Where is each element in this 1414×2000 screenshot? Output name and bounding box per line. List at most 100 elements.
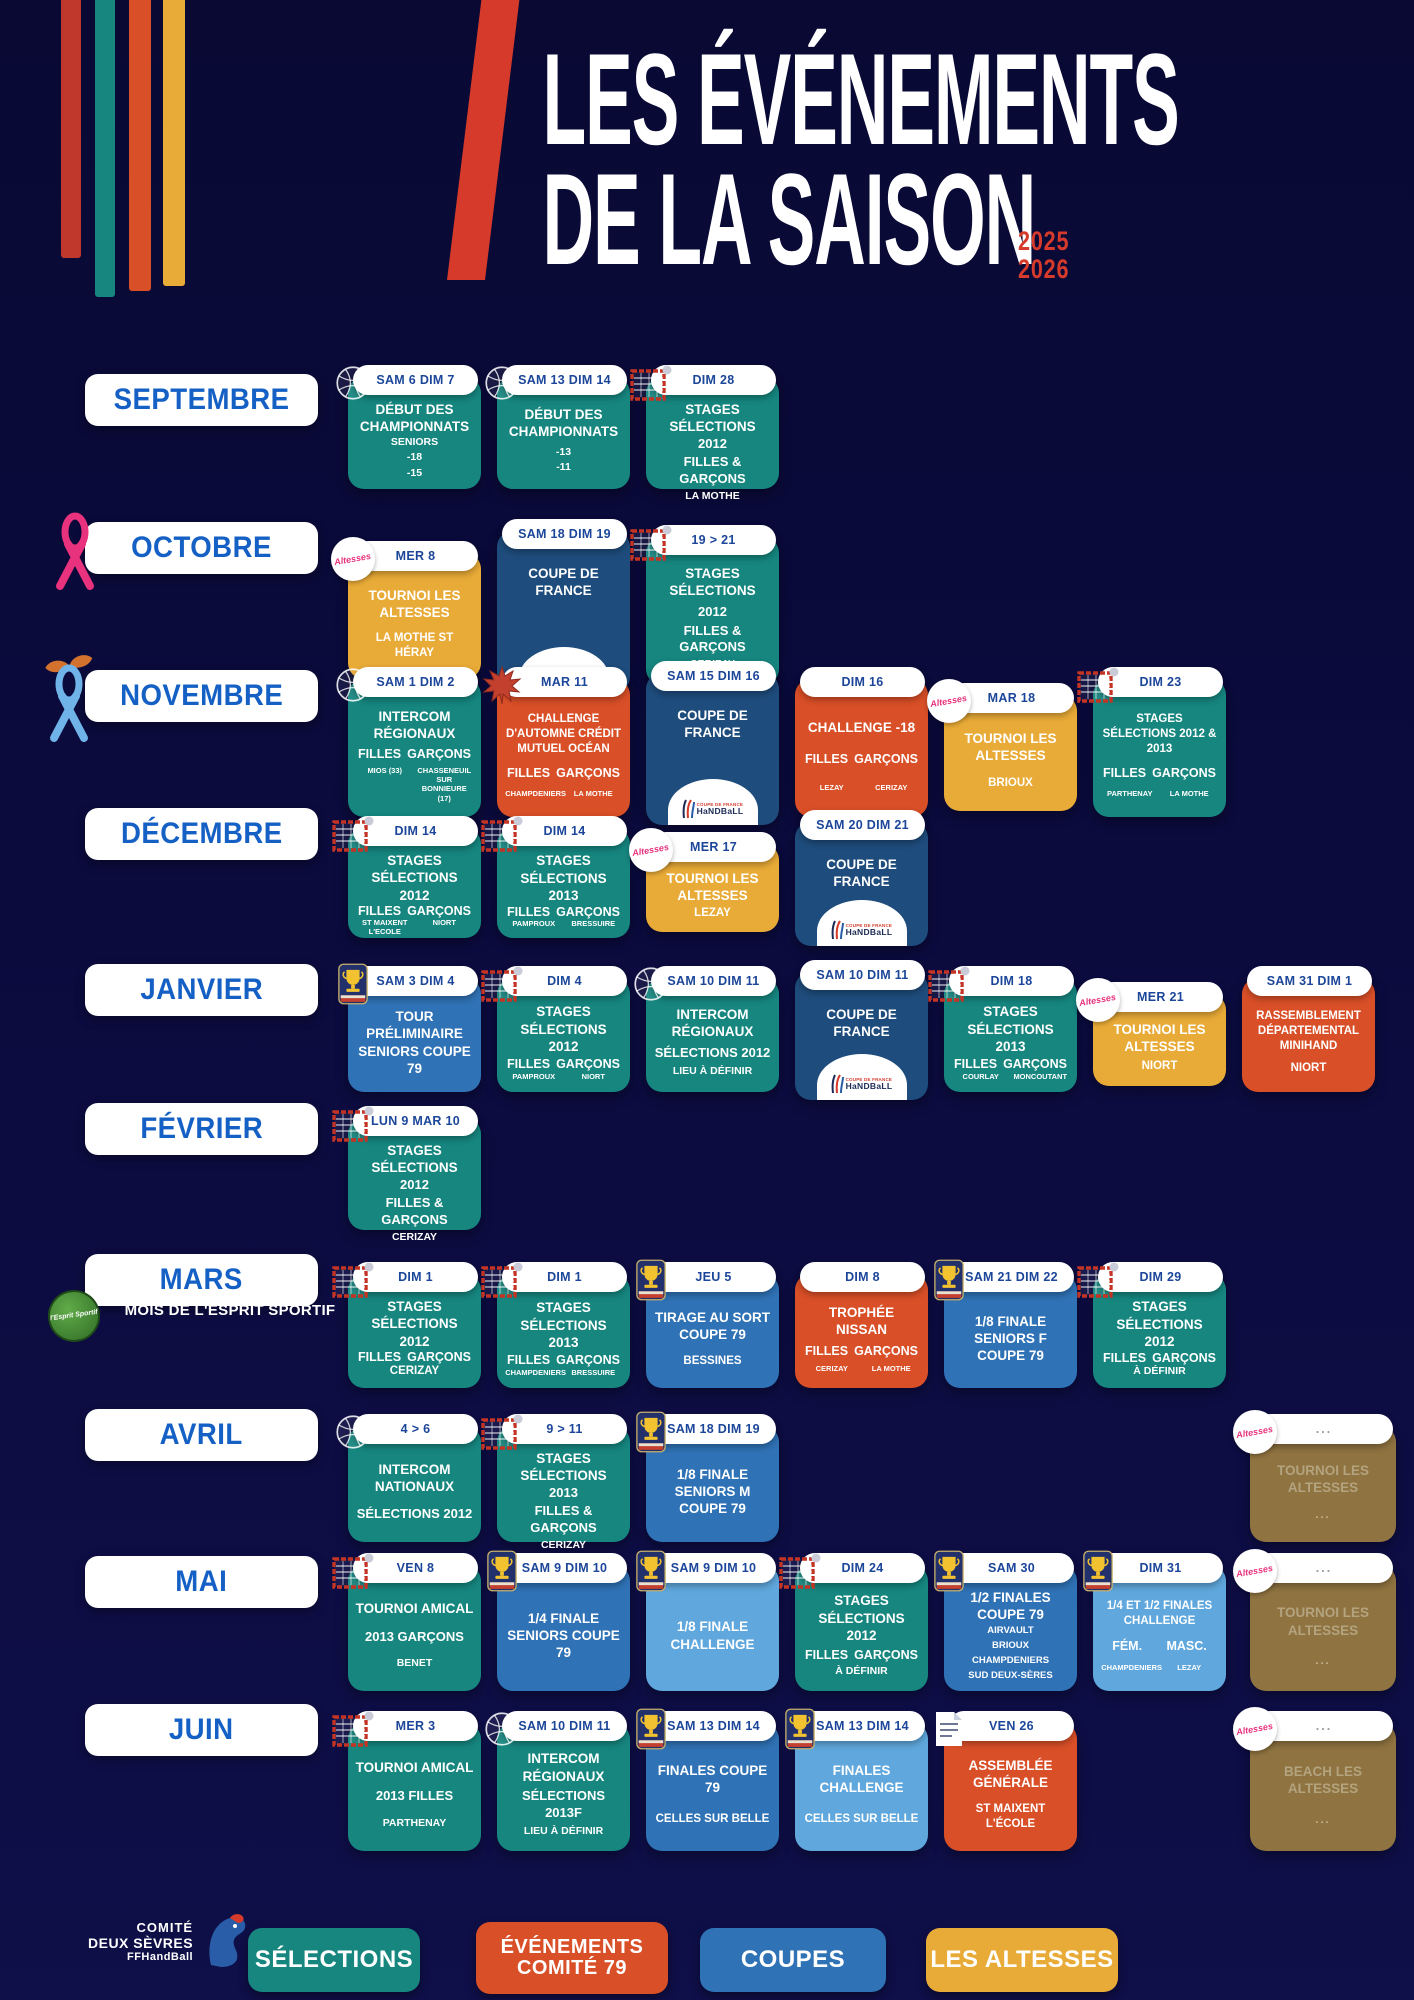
card-line-title: STAGES SÉLECTIONS 2013 [520, 1300, 607, 1350]
pair-left: PAMPROUX [512, 1072, 556, 1082]
goal-icon [629, 361, 673, 405]
event-card: TIRAGE AU SORT COUPE 79 BESSINES JEU 5 [636, 1259, 779, 1388]
card-line-pairtiny: PAMPROUX NIORT [504, 1072, 623, 1081]
event-card-body: CHALLENGE D'AUTOMNE CRÉDIT MUTUEL OCÉAN F… [497, 679, 630, 817]
card-line-small: -15 [406, 466, 423, 479]
pair-left: CHAMPDENIERS [505, 1368, 567, 1378]
event-date-pill: MER 3 [353, 1711, 478, 1741]
month-label-octobre: OCTOBRE [85, 522, 318, 574]
month-label-text: NOVEMBRE [119, 679, 284, 712]
event-card: STAGES SÉLECTIONS 2013 FILLES GARÇONS PAMPR… [481, 816, 630, 938]
card-line-big: 2013 GARÇONS [365, 1628, 464, 1644]
event-date-pill: DIM 23 [1098, 667, 1223, 697]
pair-left: CHAMPDENIERS [505, 789, 567, 799]
card-line-pair: FILLES GARÇONS [1100, 766, 1219, 780]
org-line-3: FFHandBall [126, 1951, 194, 1964]
event-card: DÉBUT DES CHAMPIONNATS SENIORS -18 -15 SAM 6… [336, 365, 481, 489]
card-line-smallb: BRIOUX [988, 776, 1033, 789]
event-card-body: INTERCOM RÉGIONAUX FILLES GARÇONS MIOS (33)… [348, 679, 481, 817]
month-label-novembre: NOVEMBRE [85, 670, 318, 722]
event-date-pill: ... [1255, 1414, 1393, 1444]
event-card-body: 1/8 FINALE CHALLENGE [646, 1565, 779, 1691]
month-label-janvier: JANVIER [85, 964, 318, 1016]
card-line-pair: FILLES GARÇONS [1100, 1351, 1219, 1365]
pair-right: GARÇONS [1152, 766, 1216, 781]
maple-leaf-icon [480, 663, 524, 707]
card-line-pair: FILLES GARÇONS [355, 1350, 474, 1364]
event-date-pill: SAM 1 DIM 2 [353, 667, 478, 697]
card-line-pairtiny: PAMPROUX BRESSUIRE [504, 919, 623, 928]
event-card-body: DÉBUT DES CHAMPIONNATS SENIORS -18 -15 [348, 377, 481, 489]
card-line-pair: FILLES GARÇONS [504, 766, 623, 780]
card-line-title: COUPE DE FRANCE [528, 566, 599, 599]
pair-right: CERIZAY [875, 782, 908, 792]
card-line-small: À DÉFINIR [835, 1664, 888, 1677]
legend-les-altesses: LES ALTESSES [926, 1928, 1118, 1992]
pair-right: GARÇONS [556, 1056, 620, 1071]
card-line-title: STAGES SÉLECTIONS 2013 [520, 853, 607, 903]
pair-left: MIOS (33) [367, 765, 403, 775]
event-card-body: TOUR PRÉLIMINAIRE SENIORS COUPE 79 [348, 978, 481, 1092]
card-line-pairtiny: CHAMPDENIERS LEZAY [1100, 1663, 1219, 1672]
goal-icon [331, 1102, 375, 1146]
card-line-title: INTERCOM RÉGIONAUX [522, 1751, 605, 1784]
event-card: TOURNOI LES ALTESSES...... Altesses [1233, 1549, 1396, 1691]
pair-right: CHASSENEUIL SUR BONNIEURE (17) [417, 765, 472, 803]
card-line-title: ASSEMBLÉE GÉNÉRALE [968, 1758, 1053, 1791]
card-line-title: CHALLENGE -18 [807, 720, 916, 736]
pair-right: BRESSUIRE [571, 919, 616, 929]
pair-right: NIORT [581, 1072, 605, 1082]
trophy-icon [629, 1258, 673, 1302]
event-card-body: STAGES SÉLECTIONS 2012 FILLES GARÇONS CERIZ… [348, 1274, 481, 1388]
trophy-icon [927, 1549, 971, 1593]
event-date-pill: SAM 31 DIM 1 [1247, 966, 1372, 996]
event-date-pill: DIM 18 [949, 966, 1074, 996]
card-line-title: 1/8 FINALE SENIORS F COUPE 79 [974, 1313, 1047, 1364]
altesses-badge-icon: Altesses [629, 828, 673, 872]
event-card-body: CHALLENGE -18 FILLES GARÇONS LEZAY CERIZAY [795, 679, 928, 817]
pair-left: FILLES [1103, 766, 1147, 781]
card-line-small: LIEU À DÉFINIR [523, 1825, 604, 1838]
event-card: 1/4 ET 1/2 FINALES CHALLENGE FÉM. MASC. CHA… [1083, 1550, 1226, 1691]
event-card: CHALLENGE D'AUTOMNE CRÉDIT MUTUEL OCÉAN F… [482, 665, 630, 817]
card-line-title: COUPE DE FRANCE [826, 857, 897, 890]
card-line-title: COUPE DE FRANCE [826, 1007, 897, 1040]
card-line-titlesm: STAGES SÉLECTIONS 2012 & 2013 [1102, 713, 1217, 756]
esprit-sportif-badge-label: l'Esprit Sportif [44, 1286, 104, 1346]
event-card-body: 1/8 FINALE SENIORS M COUPE 79 [646, 1426, 779, 1542]
card-line-title: STAGES SÉLECTIONS 2013 [967, 1004, 1054, 1054]
card-line-big: 2013 FILLES [375, 1787, 454, 1803]
card-line-smallb: NIORT [1141, 1059, 1178, 1072]
card-line-smallb: CERIZAY [389, 1364, 440, 1377]
event-card-body: STAGES SÉLECTIONS 2013 FILLES GARÇONS PAMPR… [497, 828, 630, 938]
event-card: TOURNOI LES ALTESSES...... Altesses [1233, 1410, 1396, 1542]
event-date-pill: SAM 18 DIM 19 [651, 1414, 776, 1444]
altesses-badge-label: Altesses [927, 679, 971, 723]
title-line-1: LES ÉVÉNEMENTS [542, 26, 1180, 172]
card-line-titlesm: 1/4 ET 1/2 FINALES CHALLENGE [1106, 1599, 1213, 1627]
pair-right: GARÇONS [407, 747, 471, 761]
card-line-title: STAGES SÉLECTIONS 2012 [818, 1593, 905, 1643]
card-line-smallb: LA MOTHE ST HÉRAY [375, 631, 454, 659]
altesses-badge-label: Altesses [629, 828, 673, 872]
card-line-title: STAGES SÉLECTIONS [371, 1143, 458, 1176]
event-card: TOURNOI AMICAL 2013 FILLES PARTHENAY MER 3 [332, 1711, 481, 1851]
card-line-title: COUPE DE FRANCE [677, 708, 748, 741]
altesses-badge-icon: Altesses [1076, 978, 1120, 1022]
month-label-mai: MAI [85, 1556, 318, 1608]
month-label-text: AVRIL [159, 1418, 244, 1451]
event-card: STAGES SÉLECTIONS 2012 FILLES GARÇONS PAMPR… [481, 966, 630, 1092]
event-date-pill: ... [1255, 1553, 1393, 1583]
event-date-pill: DIM 4 [502, 966, 627, 996]
event-date-pill: SAM 13 DIM 14 [800, 1711, 925, 1741]
goal-icon [629, 521, 673, 565]
event-card-body: TOURNOI LES ALTESSES LA MOTHE ST HÉRAY [348, 553, 481, 679]
month-label-mars: MARS [85, 1254, 318, 1306]
